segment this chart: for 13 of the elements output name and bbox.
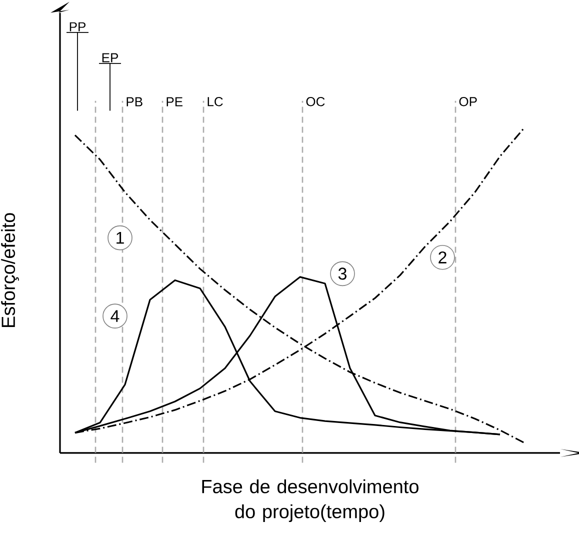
text: OC [306, 97, 325, 106]
text: EP [102, 53, 118, 62]
text: LC [208, 97, 223, 106]
annotation: 4 [110, 310, 120, 322]
text: OP [459, 97, 477, 106]
annotation: 2 [438, 251, 446, 264]
annotation: 1 [116, 232, 124, 244]
y-axis-title: Esforço/efeito [1, 213, 19, 327]
text: PP [70, 22, 86, 32]
text: PE [166, 97, 182, 106]
x-axis-title: Fase de desenvolvimento do projeto(tempo) [202, 479, 418, 522]
annotation: 3 [338, 268, 346, 280]
text: PB [126, 97, 142, 106]
